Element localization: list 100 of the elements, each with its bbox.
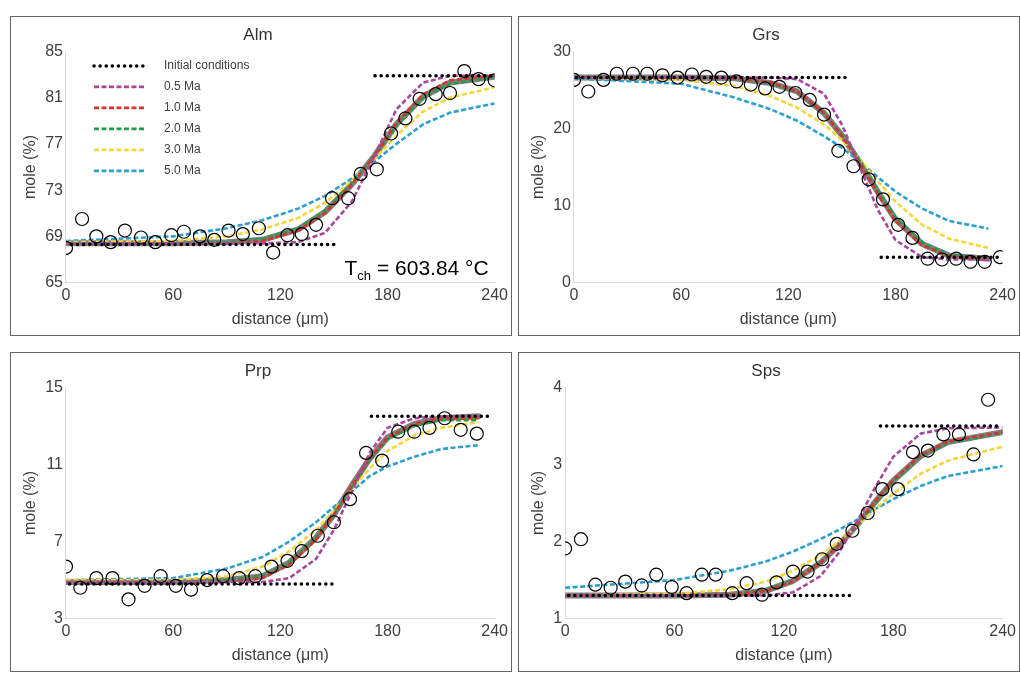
point — [846, 159, 861, 174]
point — [729, 74, 744, 89]
point — [920, 251, 935, 266]
x-axis-title: distance (μm) — [739, 309, 837, 327]
point — [625, 66, 641, 81]
y-tick-label: 11 — [46, 454, 64, 472]
point — [168, 578, 183, 593]
x-tick-label: 240 — [989, 285, 1017, 303]
point — [860, 505, 875, 521]
y-axis-title: mole (%) — [21, 470, 39, 536]
point — [725, 586, 740, 601]
x-tick-label: 240 — [989, 621, 1017, 639]
y-tick-label: 30 — [553, 41, 572, 59]
point — [714, 70, 729, 85]
point — [232, 571, 247, 586]
y-tick-label: 1 — [553, 609, 563, 627]
point — [422, 420, 437, 435]
point — [699, 69, 714, 84]
x-tick-label: 120 — [266, 285, 294, 303]
point — [845, 523, 860, 538]
point — [573, 532, 589, 547]
point — [137, 578, 152, 593]
point — [471, 72, 486, 87]
point — [890, 482, 906, 497]
point — [754, 587, 770, 602]
point — [609, 66, 624, 81]
point — [684, 67, 699, 82]
point — [280, 553, 295, 568]
y-tick-label: 15 — [45, 377, 64, 395]
point — [951, 427, 966, 442]
x-tick-label: 60 — [672, 285, 691, 303]
point — [89, 229, 104, 244]
point — [391, 424, 406, 439]
y-tick-label: 10 — [553, 195, 572, 213]
point — [428, 87, 443, 102]
x-axis-title: distance (μm) — [231, 645, 329, 663]
point — [758, 81, 773, 96]
point — [342, 492, 358, 507]
chart-title: Prp — [244, 360, 272, 380]
point — [655, 68, 670, 83]
point — [679, 586, 694, 601]
x-tick-label: 60 — [665, 621, 684, 639]
point — [89, 571, 104, 586]
legend-label: 3.0 Ma — [164, 142, 202, 157]
point — [816, 107, 832, 122]
point — [949, 251, 964, 266]
point — [618, 574, 633, 589]
x-tick-label: 60 — [164, 285, 183, 303]
y-tick-label: 85 — [45, 41, 64, 59]
point — [634, 578, 649, 593]
point — [308, 217, 324, 232]
point — [153, 569, 168, 584]
point — [358, 445, 374, 461]
point — [407, 424, 422, 439]
y-tick-label: 2 — [553, 531, 563, 549]
point — [341, 191, 356, 206]
point — [963, 254, 978, 269]
point — [905, 445, 921, 460]
point — [133, 230, 149, 245]
chart-title: Alm — [243, 24, 273, 44]
y-tick-label: 77 — [45, 134, 64, 152]
point — [457, 63, 472, 79]
point — [788, 85, 803, 101]
y-axis-title: mole (%) — [21, 134, 39, 200]
point — [192, 229, 208, 244]
x-tick-label: 120 — [774, 285, 802, 303]
y-tick-label: 69 — [45, 226, 64, 244]
point — [280, 228, 295, 243]
y-tick-label: 7 — [54, 531, 64, 549]
point — [875, 482, 890, 497]
x-axis-title: distance (μm) — [735, 645, 833, 663]
point — [216, 569, 231, 584]
point — [743, 77, 758, 92]
point — [980, 392, 996, 407]
point — [264, 559, 279, 574]
point — [353, 166, 368, 182]
point — [369, 162, 384, 177]
x-axis-title: distance (μm) — [231, 309, 329, 327]
point — [739, 576, 754, 591]
x-tick-label: 60 — [164, 621, 183, 639]
point — [266, 245, 281, 260]
point — [148, 235, 163, 250]
point — [325, 191, 340, 206]
x-tick-label: 180 — [879, 621, 907, 639]
point — [785, 564, 801, 579]
x-tick-label: 240 — [481, 285, 509, 303]
point — [176, 224, 191, 239]
point — [207, 232, 222, 247]
point — [412, 91, 427, 106]
point — [105, 571, 120, 586]
point — [453, 422, 468, 437]
point — [977, 254, 992, 269]
point — [905, 230, 920, 245]
point — [891, 217, 906, 232]
point — [670, 70, 685, 85]
point — [310, 528, 325, 543]
point — [326, 515, 342, 530]
legend-label: Initial conditions — [164, 58, 250, 73]
point — [164, 228, 179, 243]
point — [294, 544, 309, 559]
